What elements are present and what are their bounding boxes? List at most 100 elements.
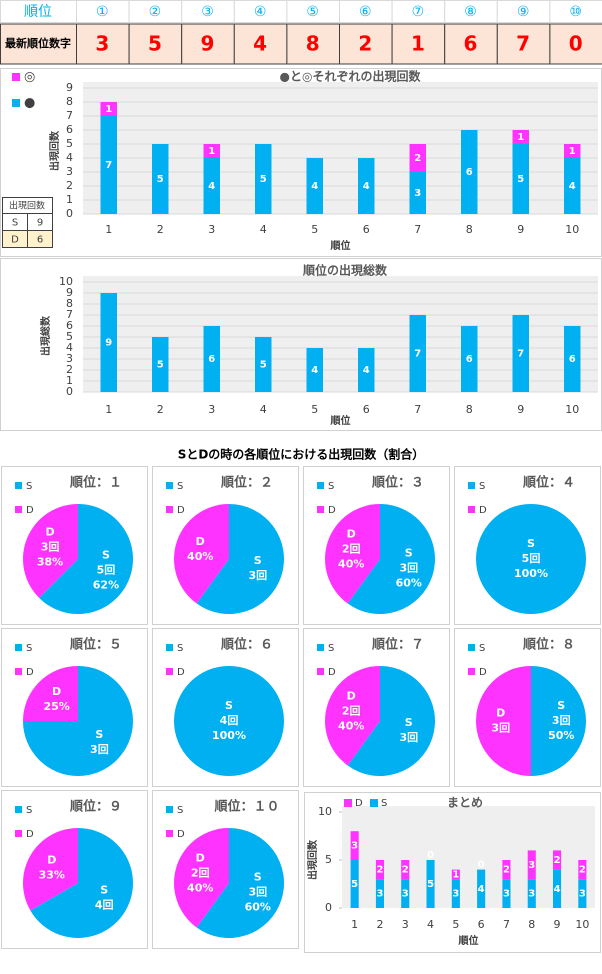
data-label: 9 bbox=[105, 338, 112, 349]
slice-label: D bbox=[496, 707, 505, 720]
legend-swatch bbox=[166, 668, 173, 675]
digit: 3 bbox=[95, 32, 109, 56]
pie-slice bbox=[23, 504, 78, 598]
bar-segment bbox=[358, 348, 375, 392]
legend-swatch bbox=[317, 506, 324, 513]
legend-swatch bbox=[166, 830, 173, 837]
bar-segment bbox=[409, 144, 426, 172]
data-label: 6 bbox=[466, 167, 473, 178]
bar-segment bbox=[358, 158, 375, 214]
bar-segment bbox=[461, 326, 478, 392]
bar-segment bbox=[527, 850, 536, 880]
bar-segment bbox=[401, 879, 410, 908]
bar-segment bbox=[306, 348, 323, 392]
plot-area bbox=[83, 276, 598, 392]
legend-label: ◎ bbox=[24, 70, 35, 85]
y-tick-label: 0 bbox=[325, 901, 332, 914]
digit-cell bbox=[233, 23, 288, 65]
legend-label: S bbox=[479, 643, 485, 654]
header-text: ⑩ bbox=[569, 4, 582, 20]
side-value: 9 bbox=[37, 218, 43, 229]
digit-cell bbox=[549, 23, 602, 65]
legend-label: D bbox=[177, 829, 185, 840]
chart-title: まとめ bbox=[447, 796, 483, 810]
slice-label: 2回 bbox=[342, 704, 361, 718]
data-label: 2 bbox=[503, 865, 510, 876]
x-tick-label: 10 bbox=[565, 403, 579, 416]
pie-slice bbox=[531, 666, 586, 776]
y-tick-label: 1 bbox=[66, 374, 73, 387]
pie-slice bbox=[325, 504, 380, 604]
bar-segment bbox=[401, 860, 410, 880]
bar-segment bbox=[578, 860, 587, 880]
legend-label: D bbox=[479, 505, 487, 516]
data-label: 3 bbox=[402, 889, 409, 900]
data-label: 1 bbox=[517, 132, 524, 143]
bar-segment bbox=[375, 860, 384, 880]
legend-swatch bbox=[468, 644, 475, 651]
bar-segment bbox=[255, 144, 272, 214]
legend-swatch bbox=[12, 99, 20, 107]
x-tick-label: 4 bbox=[260, 403, 267, 416]
pie-slice bbox=[325, 666, 380, 766]
data-label: 2 bbox=[414, 153, 421, 164]
slice-label: D bbox=[196, 852, 205, 865]
slice-label: 3回 bbox=[41, 539, 60, 553]
data-label: 3 bbox=[528, 889, 535, 900]
legend-swatch bbox=[468, 668, 475, 675]
slice-label: S bbox=[527, 537, 535, 550]
legend-swatch bbox=[344, 799, 352, 807]
legend-label: S bbox=[177, 805, 183, 816]
pie-title: 順位：９ bbox=[70, 799, 122, 815]
legend-label: D bbox=[328, 667, 336, 678]
legend-swatch bbox=[468, 506, 475, 513]
bar-segment bbox=[553, 850, 562, 870]
legend-swatch bbox=[317, 482, 324, 489]
pie-title: 順位：３ bbox=[372, 475, 424, 491]
legend-label: D bbox=[177, 505, 185, 516]
data-label: 2 bbox=[579, 865, 586, 876]
data-label: 7 bbox=[105, 160, 112, 171]
header-text: ⑧ bbox=[464, 4, 477, 20]
slice-label: 4回 bbox=[95, 898, 114, 912]
pie-slice bbox=[196, 504, 285, 614]
legend-swatch bbox=[166, 506, 173, 513]
digit-cell bbox=[496, 23, 551, 65]
data-label: 4 bbox=[363, 181, 370, 192]
digit: 4 bbox=[253, 32, 267, 56]
y-tick-label: 7 bbox=[66, 109, 73, 122]
x-tick-label: 1 bbox=[351, 918, 358, 931]
y-axis-title: 出現総数 bbox=[39, 315, 52, 356]
slice-label: 3回 bbox=[399, 560, 418, 574]
slice-label: D bbox=[196, 535, 205, 548]
slice-label: 2回 bbox=[342, 542, 361, 556]
header-text: ③ bbox=[201, 4, 214, 20]
slice-label: S bbox=[254, 554, 262, 567]
legend-swatch bbox=[468, 482, 475, 489]
data-label: 6 bbox=[208, 354, 215, 365]
header-cell bbox=[549, 0, 602, 23]
legend-swatch bbox=[370, 799, 378, 807]
bar-segment bbox=[409, 315, 426, 392]
data-label: 4 bbox=[554, 884, 561, 895]
slice-label: 100% bbox=[514, 567, 548, 580]
bar-segment bbox=[375, 879, 384, 908]
slice-label: 33% bbox=[39, 868, 65, 881]
pie-slice bbox=[476, 504, 586, 614]
bar-segment bbox=[477, 869, 486, 908]
x-tick-label: 8 bbox=[528, 918, 535, 931]
bar-segment bbox=[203, 144, 220, 158]
bar-segment bbox=[350, 831, 359, 860]
legend-label: S bbox=[26, 643, 32, 654]
bar-segment bbox=[152, 144, 169, 214]
bar-segment bbox=[564, 144, 581, 158]
legend-label: D bbox=[355, 798, 363, 809]
slice-label: 5回 bbox=[522, 551, 541, 565]
x-tick-label: 2 bbox=[376, 918, 383, 931]
slice-label: 3回 bbox=[248, 568, 267, 582]
data-label: 4 bbox=[363, 365, 370, 376]
data-label: 1 bbox=[452, 869, 459, 880]
legend-label: S bbox=[328, 643, 334, 654]
y-tick-label: 3 bbox=[66, 165, 73, 178]
legend-swatch bbox=[317, 644, 324, 651]
